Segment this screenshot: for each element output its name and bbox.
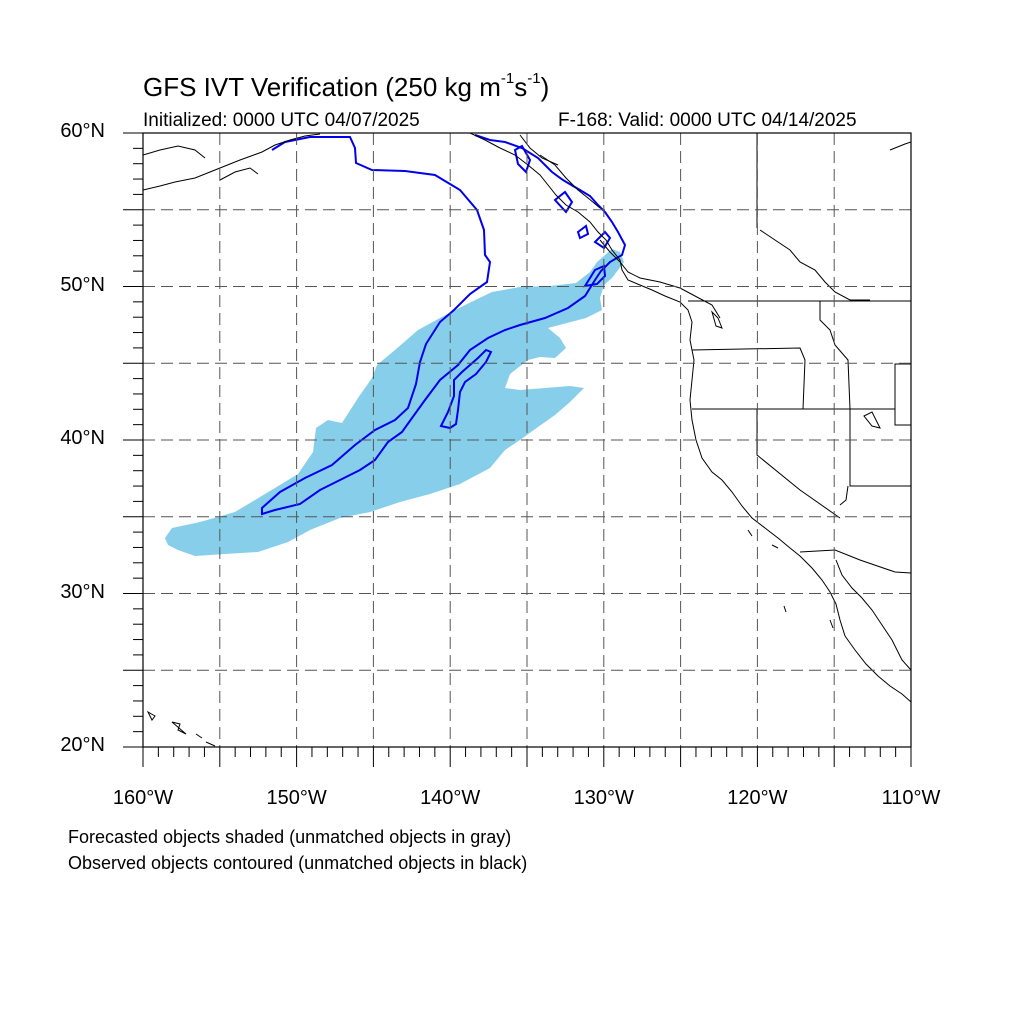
lon-label: 110°W	[881, 787, 941, 809]
lat-label: 30°N	[60, 580, 105, 603]
lat-label: 50°N	[60, 273, 105, 296]
observed-object	[261, 134, 627, 516]
forecast-object	[165, 249, 624, 556]
map-title: GFS IVT Verification (250 kg m-1s-1)	[143, 70, 550, 102]
observed-object-small	[513, 144, 532, 174]
observed-object-small	[576, 224, 590, 240]
lon-label: 150°W	[266, 787, 327, 809]
lon-label: 140°W	[420, 787, 481, 809]
lat-label: 40°N	[60, 427, 105, 449]
forecast-note: Forecasted objects shaded (unmatched obj…	[68, 827, 512, 847]
lon-label: 160°W	[112, 787, 174, 809]
observed-object-small	[593, 230, 612, 250]
valid-time: F-168: Valid: 0000 UTC 04/14/2025	[558, 110, 857, 131]
axis-ticks	[123, 132, 912, 767]
observed-object-small	[553, 190, 574, 214]
graticule	[143, 133, 911, 747]
observed-object-small	[582, 264, 607, 288]
observed-note: Observed objects contoured (unmatched ob…	[68, 853, 528, 873]
initialized-time: Initialized: 0000 UTC 04/07/2025	[143, 110, 420, 131]
lon-label: 130°W	[573, 787, 634, 809]
lat-label: 60°N	[60, 120, 105, 142]
political-borders	[688, 133, 911, 574]
lon-label: 120°W	[727, 787, 788, 809]
observed-object-inner	[439, 348, 493, 430]
lat-label: 20°N	[60, 734, 105, 756]
